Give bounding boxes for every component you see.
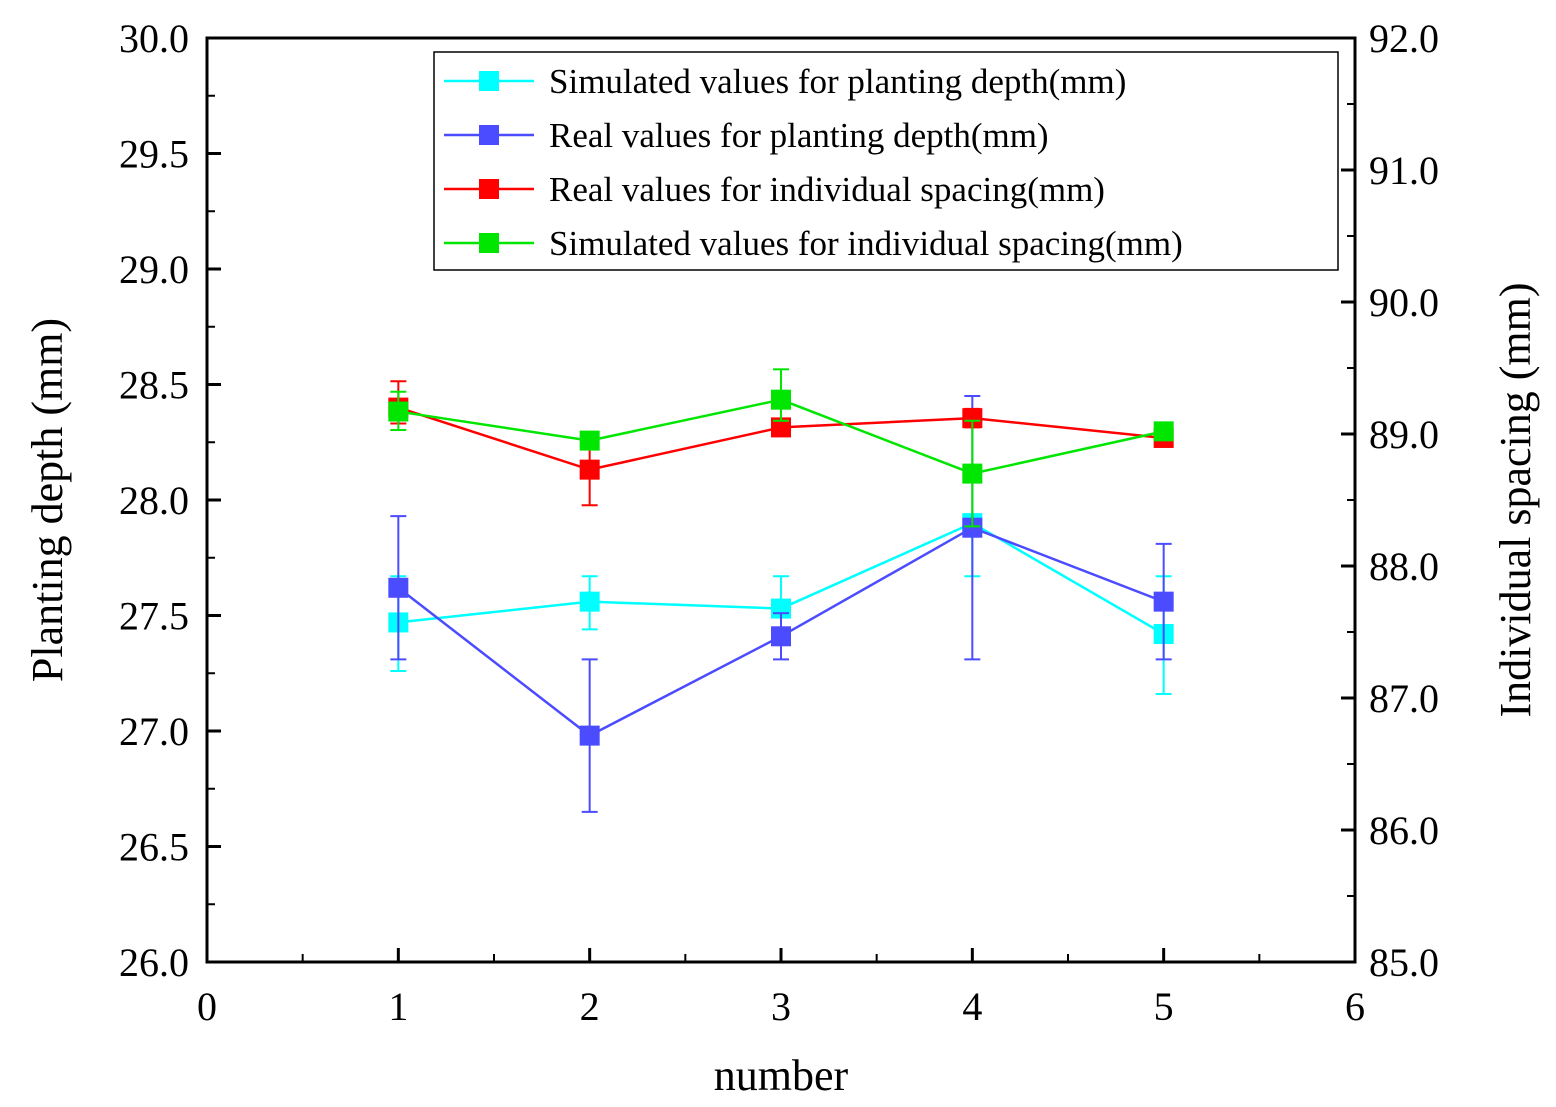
y2-tick-label: 88.0: [1369, 544, 1439, 589]
y-tick-label: 26.5: [119, 825, 189, 870]
data-point: [771, 626, 791, 647]
x-tick-label: 4: [962, 984, 982, 1029]
legend-marker: [479, 233, 499, 253]
y2-tick-label: 85.0: [1369, 940, 1439, 985]
data-point: [1153, 591, 1174, 612]
y-tick-label: 29.5: [119, 132, 189, 177]
y-tick-label: 28.5: [119, 363, 189, 408]
y-tick-label: 26.0: [119, 940, 189, 985]
legend-entry: Simulated values for individual spacing(…: [444, 224, 1183, 263]
data-point: [388, 401, 409, 422]
x-axis-title: number: [714, 1051, 849, 1100]
y2-tick-label: 87.0: [1369, 676, 1439, 721]
x-tick-label: 3: [771, 984, 791, 1029]
legend-label: Simulated values for planting depth(mm): [549, 62, 1126, 101]
legend-entry: Real values for individual spacing(mm): [444, 170, 1105, 209]
x-tick-label: 0: [197, 984, 217, 1029]
data-point: [962, 408, 983, 429]
data-point: [579, 591, 600, 612]
y-tick-label: 28.0: [119, 478, 189, 523]
series-1: [388, 513, 1174, 696]
y-tick-label: 29.0: [119, 247, 189, 292]
legend: Simulated values for planting depth(mm) R…: [433, 51, 1339, 271]
legend-entry: Real values for planting depth(mm): [444, 116, 1049, 155]
series-layer: [388, 368, 1174, 813]
legend-label: Simulated values for individual spacing(…: [549, 224, 1183, 263]
y2-tick-label: 90.0: [1369, 280, 1439, 325]
y-tick-label: 27.0: [119, 709, 189, 754]
data-point: [579, 459, 600, 480]
data-point: [1153, 421, 1174, 442]
y-axis-title-left: Planting depth (mm): [23, 318, 72, 682]
data-point: [388, 577, 409, 598]
legend-marker: [479, 179, 499, 199]
y-axis-title-right: Individual spacing (mm): [1491, 282, 1540, 717]
y2-tick-label: 91.0: [1369, 148, 1439, 193]
legend-marker: [479, 125, 499, 145]
legend-box: [433, 51, 1339, 271]
y2-tick-label: 92.0: [1369, 16, 1439, 61]
data-point: [579, 430, 600, 451]
x-tick-label: 2: [580, 984, 600, 1029]
y-tick-label: 27.5: [119, 594, 189, 639]
y-axis-right: 85.0 86.0 87.0 88.0 89.0 90.0 91.0 92.0: [1341, 16, 1439, 985]
data-point: [771, 389, 791, 410]
y2-tick-label: 86.0: [1369, 808, 1439, 853]
y-tick-label: 30.0: [119, 16, 189, 61]
data-point: [771, 417, 791, 438]
x-tick-label: 1: [388, 984, 408, 1029]
y2-tick-label: 89.0: [1369, 412, 1439, 457]
data-point: [962, 517, 983, 538]
legend-label: Real values for individual spacing(mm): [549, 170, 1105, 209]
legend-marker: [479, 71, 499, 91]
series-4: [388, 368, 1174, 528]
series-2: [388, 395, 1174, 813]
y-axis-left: 26.0 26.5 27.0 27.5 28.0 28.5 29.0 29.5 30.0: [119, 16, 221, 985]
data-point: [579, 725, 600, 746]
legend-entry: Simulated values for planting depth(mm): [444, 62, 1126, 101]
x-tick-label: 6: [1345, 984, 1365, 1029]
legend-label: Real values for planting depth(mm): [549, 116, 1049, 155]
x-tick-label: 5: [1154, 984, 1174, 1029]
x-axis: 0 1 2 3 4 5 6: [197, 948, 1365, 1029]
data-point: [962, 463, 983, 484]
